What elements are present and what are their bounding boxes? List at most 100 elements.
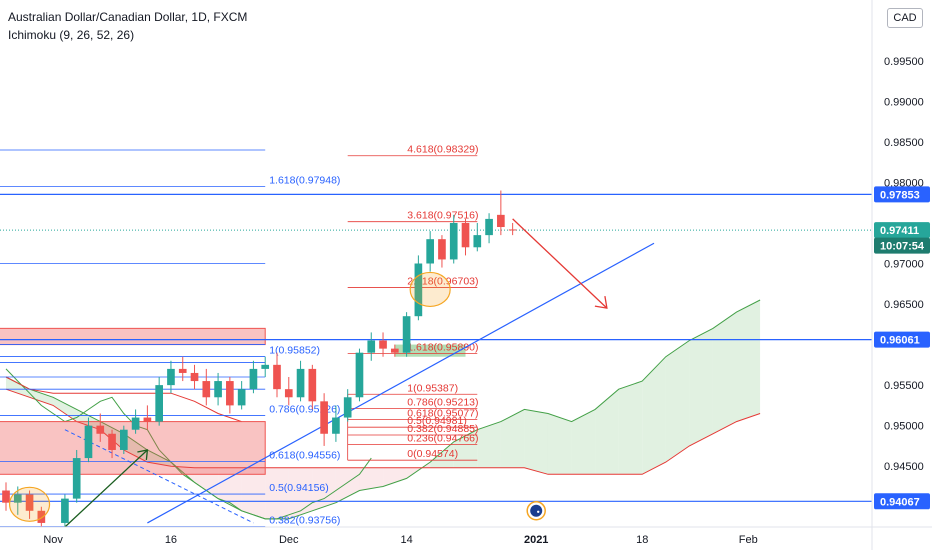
x-tick-label: 16	[165, 534, 177, 546]
fib-right-level-label: 1(0.95387)	[407, 382, 458, 394]
ichimoku-cloud-segment	[265, 467, 289, 519]
ichimoku-cloud-segment	[288, 467, 313, 519]
candle-body	[438, 239, 446, 260]
ichimoku-cloud-segment	[312, 467, 336, 511]
fib-right-level-label: 1.618(0.95890)	[407, 341, 478, 353]
candle-body	[13, 494, 22, 503]
ichimoku-cloud-segment	[241, 467, 266, 519]
ascending-trendline	[147, 242, 655, 524]
price-tag-label: 0.97853	[880, 189, 920, 201]
candle-body	[332, 417, 340, 434]
bullish-arrow	[64, 449, 148, 528]
conversion-line	[5, 376, 242, 423]
ichimoku-cloud-segment	[147, 449, 171, 467]
fib-right-level-label: 0.786(0.95213)	[407, 396, 478, 408]
projection-arrow-head	[594, 295, 608, 309]
ichimoku-cloud-segment	[194, 467, 219, 499]
ichimoku-cloud-segment	[736, 299, 761, 422]
y-tick-label: 0.97000	[884, 259, 924, 271]
candle-body	[379, 340, 387, 349]
candle-body	[96, 425, 105, 434]
candle-body	[108, 433, 116, 450]
indicator-name: Ichimoku (9, 26, 52, 26)	[8, 28, 135, 42]
fib-right-level-label: 0(0.94574)	[407, 448, 458, 460]
price-tag-label: 10:07:54	[880, 241, 925, 253]
candle-body	[449, 222, 458, 260]
candle-body	[485, 218, 493, 236]
ichimoku-cloud-segment	[524, 409, 548, 475]
au-flag-star	[537, 510, 540, 513]
candle-body	[119, 429, 128, 450]
price-tag	[874, 186, 930, 203]
candle-body	[143, 417, 152, 422]
price-tag	[874, 222, 930, 239]
fib-right-level-label: 3.618(0.97516)	[407, 210, 478, 222]
ichimoku-cloud-segment	[571, 409, 596, 475]
candle-body	[355, 352, 364, 398]
dashed-diagonal-line	[64, 429, 254, 524]
y-tick-label: 0.99500	[884, 56, 924, 68]
price-tag-label: 0.94067	[880, 496, 920, 508]
candle-body	[273, 364, 281, 390]
fib-left-level-label: 1(0.95852)	[269, 345, 320, 357]
fib-right-level-label: 0.618(0.95077)	[407, 407, 478, 419]
price-tag	[874, 331, 930, 348]
candle-body	[367, 340, 376, 353]
y-tick-label: 0.94500	[884, 461, 924, 473]
candle-body	[426, 239, 434, 264]
fib-right-level-label: 0.382(0.94885)	[407, 423, 478, 435]
x-tick-label: 2021	[524, 534, 548, 546]
candle-body	[155, 385, 163, 422]
bullish-arrow-head	[137, 449, 149, 461]
lagging-span-line	[5, 368, 372, 520]
y-tick-label: 0.95500	[884, 380, 924, 392]
fib-left-level-label: 0.786(0.95126)	[269, 403, 340, 415]
currency-badge[interactable]: CAD	[887, 8, 923, 28]
price-tag-label: 0.96061	[880, 335, 920, 347]
ichimoku-cloud-segment	[6, 377, 30, 398]
candle-body	[473, 235, 482, 248]
highlight-circle	[409, 271, 451, 308]
price-tag	[874, 493, 930, 510]
candle-body	[237, 389, 246, 406]
ichimoku-cloud-segment	[29, 389, 54, 406]
x-tick-label: Dec	[279, 534, 299, 546]
ichimoku-cloud-segment	[218, 467, 242, 511]
y-tick-label: 0.96500	[884, 299, 924, 311]
ichimoku-cloud-segment	[595, 389, 619, 475]
ichimoku-cloud-segment	[53, 397, 77, 422]
fib-left-level-label: 0.618(0.94556)	[269, 450, 340, 462]
candle-body	[37, 510, 46, 523]
ichimoku-cloud-segment	[359, 467, 384, 491]
left-supply-zone	[0, 421, 266, 475]
leading-span-b-line	[5, 388, 761, 475]
price-axis-bg	[872, 0, 932, 550]
price-tag-label: 0.97411	[880, 225, 919, 237]
ichimoku-cloud-segment	[665, 340, 690, 463]
chart-legend: Australian Dollar/Canadian Dollar, 1D, F…	[8, 8, 247, 44]
candle-body	[284, 389, 293, 398]
candle-body	[508, 229, 517, 231]
fib-left-level-label: 1.618(0.97948)	[269, 175, 340, 187]
x-tick-label: Feb	[739, 534, 758, 546]
ichimoku-cloud-segment	[430, 441, 454, 468]
candle-body	[2, 490, 10, 503]
candle-body	[249, 368, 258, 390]
ichimoku-cloud-segment	[500, 409, 525, 468]
fib-left-level-label: 0.5(0.94156)	[269, 482, 329, 494]
candle-body	[497, 214, 505, 228]
candle-body	[131, 417, 140, 430]
au-flag-icon-fill	[530, 504, 543, 517]
candle-body	[320, 401, 328, 434]
fib-right-level-label: 0.236(0.94766)	[407, 433, 478, 445]
resistance-zone	[0, 327, 266, 346]
candle-body	[25, 494, 34, 511]
y-tick-label: 0.95000	[884, 421, 924, 433]
x-tick-label: 18	[636, 534, 648, 546]
candle-body	[414, 263, 423, 317]
fib-right-level-label: 2.618(0.96703)	[407, 276, 478, 288]
candle-body	[343, 397, 352, 418]
candle-body	[226, 381, 234, 406]
x-tick-label: 14	[400, 534, 412, 546]
